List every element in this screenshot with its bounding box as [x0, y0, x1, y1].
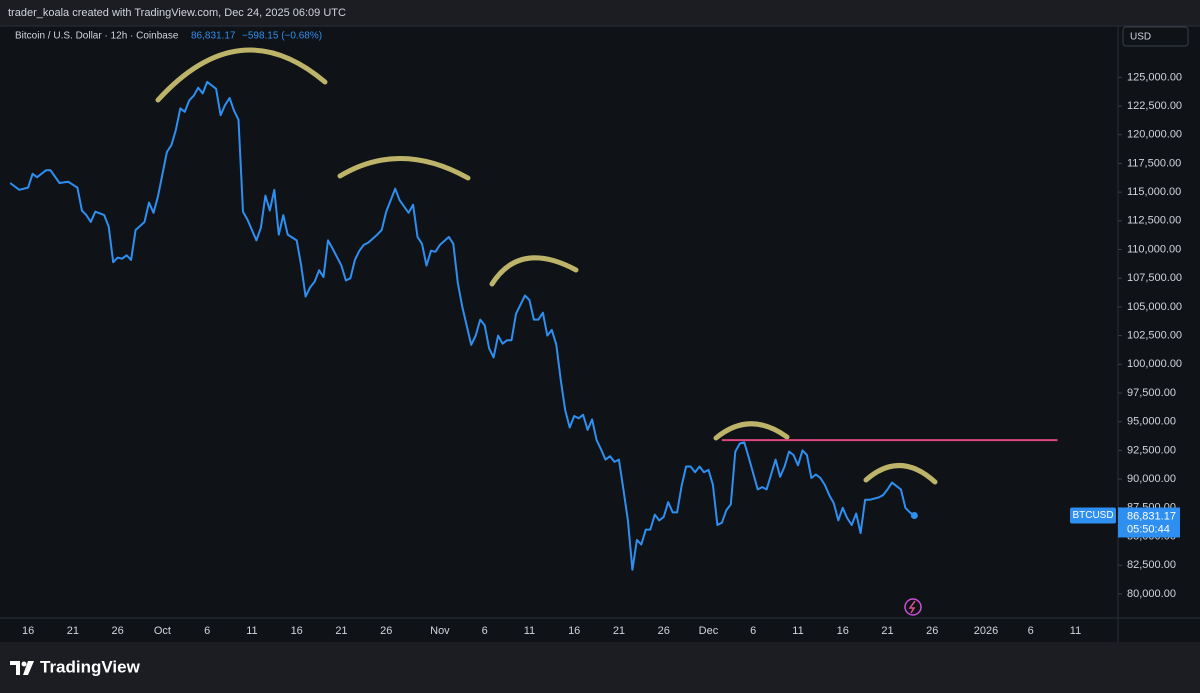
- y-tick-label: 107,500.00: [1127, 272, 1182, 284]
- credit: trader_koala created with TradingView.co…: [8, 7, 346, 19]
- x-tick-label: 16: [837, 625, 849, 637]
- y-tick-label: 105,000.00: [1127, 301, 1182, 313]
- y-tick-label: 82,500.00: [1127, 559, 1176, 571]
- y-tick-label: 115,000.00: [1127, 186, 1181, 198]
- x-tick-label: 11: [524, 625, 535, 637]
- x-tick-label: 16: [22, 625, 34, 637]
- countdown-label: 05:50:44: [1127, 523, 1170, 535]
- y-tick-label: 95,000.00: [1127, 416, 1176, 428]
- price-label-box: [1118, 507, 1180, 538]
- plot: 80,000.0082,500.0085,000.0087,500.0090,0…: [9, 71, 1182, 637]
- y-tick-label: 100,000.00: [1127, 358, 1182, 370]
- y-tick-label: 122,500.00: [1127, 100, 1182, 112]
- logo-mark: [21, 661, 27, 667]
- legend-price: 86,831.17: [191, 31, 236, 42]
- symbol-label: BTCUSD: [1072, 510, 1113, 521]
- price-line: [9, 80, 915, 571]
- symbol-label-box: [1070, 507, 1116, 524]
- brand: TradingView: [40, 657, 141, 676]
- x-tick-label: 21: [881, 625, 893, 637]
- currency[interactable]: USD: [1130, 32, 1151, 43]
- y-tick-label: 102,500.00: [1127, 330, 1182, 342]
- arc-drawing: [863, 463, 938, 485]
- last-point: [910, 511, 918, 519]
- y-tick-label: 97,500.00: [1127, 387, 1176, 399]
- x-tick-label: 26: [112, 625, 124, 637]
- arc-drawing: [489, 255, 579, 287]
- y-tick-label: 120,000.00: [1127, 129, 1182, 141]
- price-label: 86,831.17: [1127, 510, 1176, 522]
- drawings: [155, 47, 938, 485]
- x-tick-label: 2026: [974, 625, 998, 637]
- y-tick-label: 117,500.00: [1127, 157, 1181, 169]
- logo-mark: [23, 661, 34, 675]
- arc-drawing: [713, 421, 790, 441]
- x-tick-label: 11: [1070, 625, 1081, 637]
- x-tick-label: 6: [1028, 625, 1034, 637]
- y-tick-label: 90,000.00: [1127, 473, 1176, 485]
- x-tick-label: 26: [926, 625, 938, 637]
- icon-circle[interactable]: [904, 598, 922, 616]
- x-tick-label: 6: [482, 625, 488, 637]
- x-tick-label: 21: [335, 625, 347, 637]
- x-tick-label: 6: [750, 625, 756, 637]
- x-tick-label: 21: [613, 625, 625, 637]
- y-tick-label: 125,000.00: [1127, 71, 1182, 83]
- x-tick-label: 16: [291, 625, 303, 637]
- x-tick-label: 6: [204, 625, 210, 637]
- legend-title: Bitcoin / U.S. Dollar · 12h · Coinbase: [15, 31, 179, 42]
- icon-bolt[interactable]: [908, 600, 916, 614]
- legend-change: −598.15 (−0.68%): [242, 31, 322, 42]
- x-tick-label: Nov: [430, 625, 450, 637]
- x-tick-label: 11: [246, 625, 257, 637]
- x-tick-label: 11: [792, 625, 803, 637]
- x-tick-label: Oct: [154, 625, 171, 637]
- x-tick-label: 26: [380, 625, 392, 637]
- x-tick-label: 16: [568, 625, 580, 637]
- alert-icon[interactable]: [904, 598, 922, 616]
- y-tick-label: 92,500.00: [1127, 444, 1176, 456]
- currency-box[interactable]: [1122, 26, 1189, 47]
- y-tick-label: 80,000.00: [1127, 588, 1176, 600]
- y-tick-label: 112,500.00: [1127, 215, 1181, 227]
- arc-drawing: [337, 156, 471, 181]
- brand-logo: [10, 661, 34, 675]
- x-tick-label: 21: [67, 625, 79, 637]
- x-tick-label: 26: [658, 625, 670, 637]
- y-tick-label: 110,000.00: [1127, 243, 1181, 255]
- logo-mark: [10, 661, 20, 675]
- arc-drawing: [155, 47, 328, 103]
- x-tick-label: Dec: [699, 625, 719, 637]
- chart-area: [0, 26, 1200, 642]
